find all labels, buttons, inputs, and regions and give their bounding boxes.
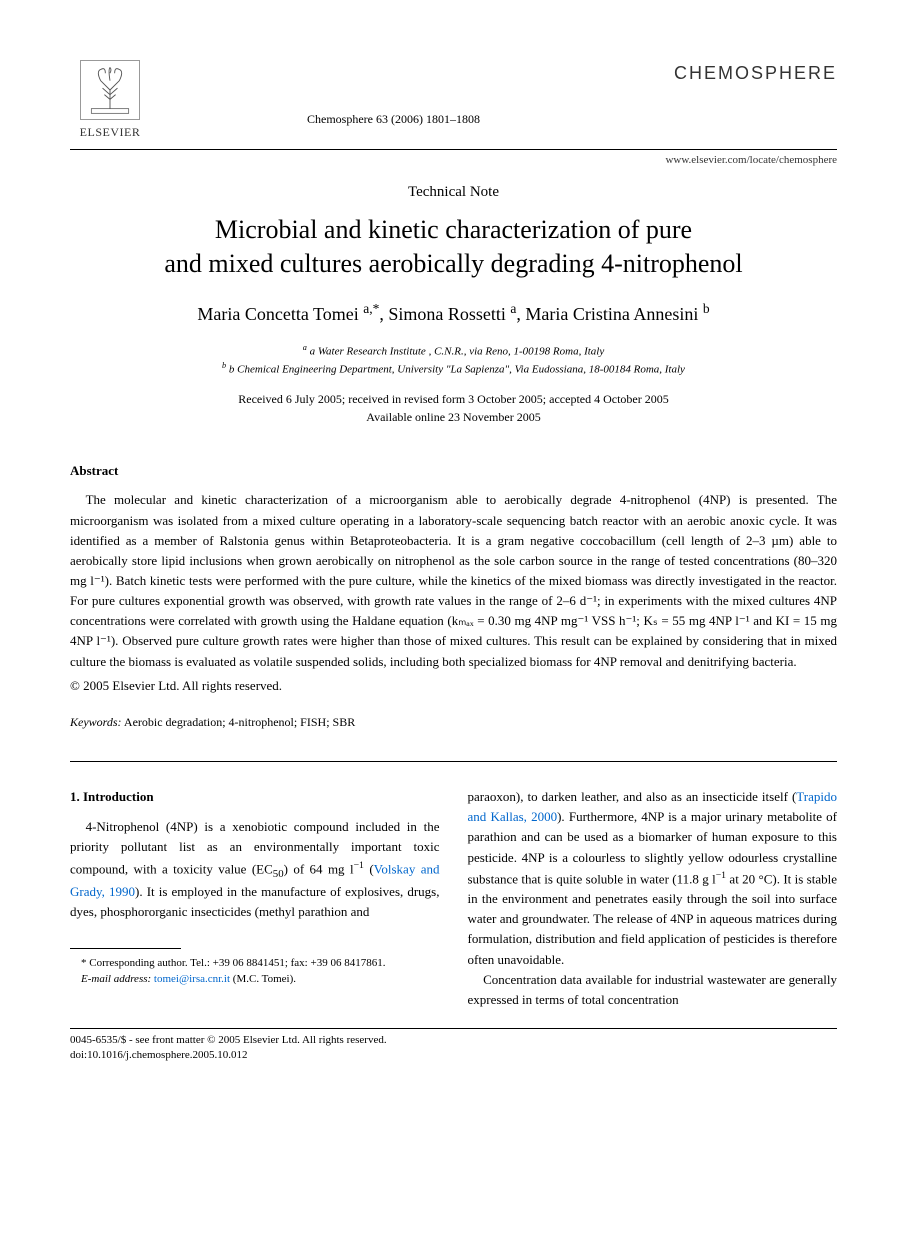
ref-volskay-link[interactable]: Volskay and Grady, 1990 <box>70 861 440 899</box>
intro-heading: 1. Introduction <box>70 787 440 807</box>
dates-online: Available online 23 November 2005 <box>70 408 837 426</box>
email-link[interactable]: tomei@irsa.cnr.it <box>154 973 230 985</box>
article-title: Microbial and kinetic characterization o… <box>70 213 837 281</box>
keywords-label: Keywords: <box>70 715 122 729</box>
publisher-name: ELSEVIER <box>80 123 141 141</box>
corresponding-footnote: * Corresponding author. Tel.: +39 06 884… <box>70 955 440 972</box>
header-rule <box>70 149 837 150</box>
intro-p1: 4-Nitrophenol (4NP) is a xenobiotic comp… <box>70 817 440 922</box>
email-footnote: E-mail address: tomei@irsa.cnr.it (M.C. … <box>70 971 440 988</box>
elsevier-tree-icon <box>80 60 140 120</box>
footer-front-matter: 0045-6535/$ - see front matter © 2005 El… <box>70 1033 837 1048</box>
header-row: ELSEVIER Chemosphere 63 (2006) 1801–1808… <box>70 60 837 141</box>
article-type: Technical Note <box>70 181 837 204</box>
left-column: 1. Introduction 4-Nitrophenol (4NP) is a… <box>70 787 440 1010</box>
keywords: Keywords: Aerobic degradation; 4-nitroph… <box>70 713 837 731</box>
body-columns: 1. Introduction 4-Nitrophenol (4NP) is a… <box>70 787 837 1010</box>
email-attribution: (M.C. Tomei). <box>233 973 296 985</box>
footer-rule <box>70 1028 837 1029</box>
title-line-1: Microbial and kinetic characterization o… <box>215 215 692 244</box>
publisher-block: ELSEVIER <box>70 60 150 141</box>
author-list: Maria Concetta Tomei a,*, Simona Rossett… <box>70 299 837 328</box>
title-line-2: and mixed cultures aerobically degrading… <box>164 249 742 278</box>
journal-citation: Chemosphere 63 (2006) 1801–1808 <box>150 60 637 128</box>
right-column: paraoxon), to darken leather, and also a… <box>468 787 838 1010</box>
intro-p2: Concentration data available for industr… <box>468 970 838 1010</box>
affiliation-b: b b Chemical Engineering Department, Uni… <box>70 360 837 378</box>
footnote-rule <box>70 948 181 949</box>
abstract-body: The molecular and kinetic characterizati… <box>70 490 837 671</box>
footer-meta: 0045-6535/$ - see front matter © 2005 El… <box>70 1033 837 1064</box>
affiliation-a: a a Water Research Institute , C.N.R., v… <box>70 342 837 360</box>
ref-trapido-link[interactable]: Trapido and Kallas, 2000 <box>468 789 838 824</box>
affiliations: a a Water Research Institute , C.N.R., v… <box>70 342 837 378</box>
intro-p1-cont: paraoxon), to darken leather, and also a… <box>468 787 838 970</box>
abstract-copyright: © 2005 Elsevier Ltd. All rights reserved… <box>70 676 837 696</box>
section-divider <box>70 761 837 762</box>
article-dates: Received 6 July 2005; received in revise… <box>70 390 837 426</box>
journal-url: www.elsevier.com/locate/chemosphere <box>70 152 837 169</box>
footer-doi: doi:10.1016/j.chemosphere.2005.10.012 <box>70 1048 837 1063</box>
journal-title-block: CHEMOSPHERE <box>637 60 837 87</box>
abstract-heading: Abstract <box>70 461 837 481</box>
keywords-list: Aerobic degradation; 4-nitrophenol; FISH… <box>124 715 355 729</box>
email-label: E-mail address: <box>81 973 151 985</box>
dates-received: Received 6 July 2005; received in revise… <box>70 390 837 408</box>
journal-title: CHEMOSPHERE <box>637 60 837 87</box>
